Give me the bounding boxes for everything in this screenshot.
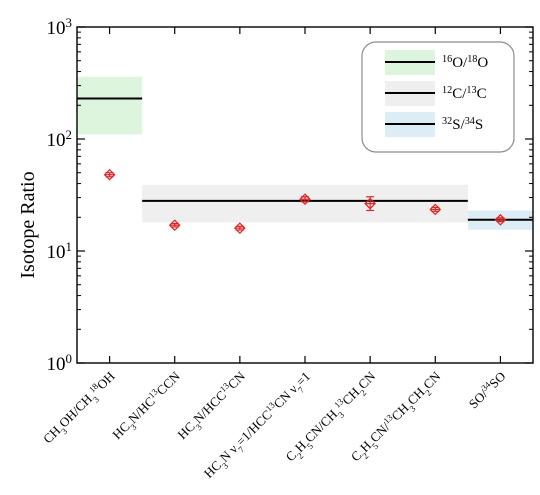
data-point-6 bbox=[494, 213, 507, 226]
marker-diamond bbox=[234, 222, 246, 234]
legend-box bbox=[361, 41, 515, 153]
legend-entry-2: 32S/34S bbox=[385, 112, 483, 137]
marker-diamond bbox=[429, 203, 442, 216]
legend-entry-1: 12C/13C bbox=[385, 81, 487, 106]
y-axis-label: Isotope Ratio bbox=[17, 171, 39, 278]
x-tick-label-6: SO/34SO bbox=[465, 368, 509, 412]
legend-label: 12C/13C bbox=[442, 85, 487, 103]
legend-label: 32S/34S bbox=[442, 116, 483, 134]
data-point-5 bbox=[429, 203, 442, 216]
data-point-0 bbox=[103, 168, 116, 181]
data-points bbox=[103, 168, 507, 234]
marker-diamond bbox=[299, 193, 311, 206]
legend-label: 16O/18O bbox=[442, 54, 488, 72]
marker-diamond bbox=[494, 213, 507, 226]
reference-band-0 bbox=[77, 76, 143, 135]
data-point-1 bbox=[168, 219, 181, 232]
marker-diamond bbox=[103, 168, 116, 181]
y-tick-label-1: 101 bbox=[47, 240, 72, 263]
y-tick-label-0: 100 bbox=[47, 352, 72, 375]
marker-diamond bbox=[168, 219, 181, 232]
legend-entry-0: 16O/18O bbox=[385, 50, 488, 75]
marker-diamond bbox=[364, 197, 376, 210]
data-point-4 bbox=[364, 196, 376, 212]
data-point-3 bbox=[299, 193, 311, 206]
x-tick-label-3: HC3N ν7=1/HCC13CN ν7=1 bbox=[200, 368, 316, 484]
y-tick-label-3: 103 bbox=[47, 16, 72, 39]
x-tick-label-0: CH3OH/CH318OH bbox=[39, 368, 120, 449]
data-point-2 bbox=[234, 222, 246, 234]
legend: 16O/18O 12C/13C 32S/34S bbox=[361, 41, 515, 153]
x-tick-label-1: HC3N/HC13CCN bbox=[109, 367, 187, 445]
y-tick-label-2: 102 bbox=[47, 128, 72, 151]
